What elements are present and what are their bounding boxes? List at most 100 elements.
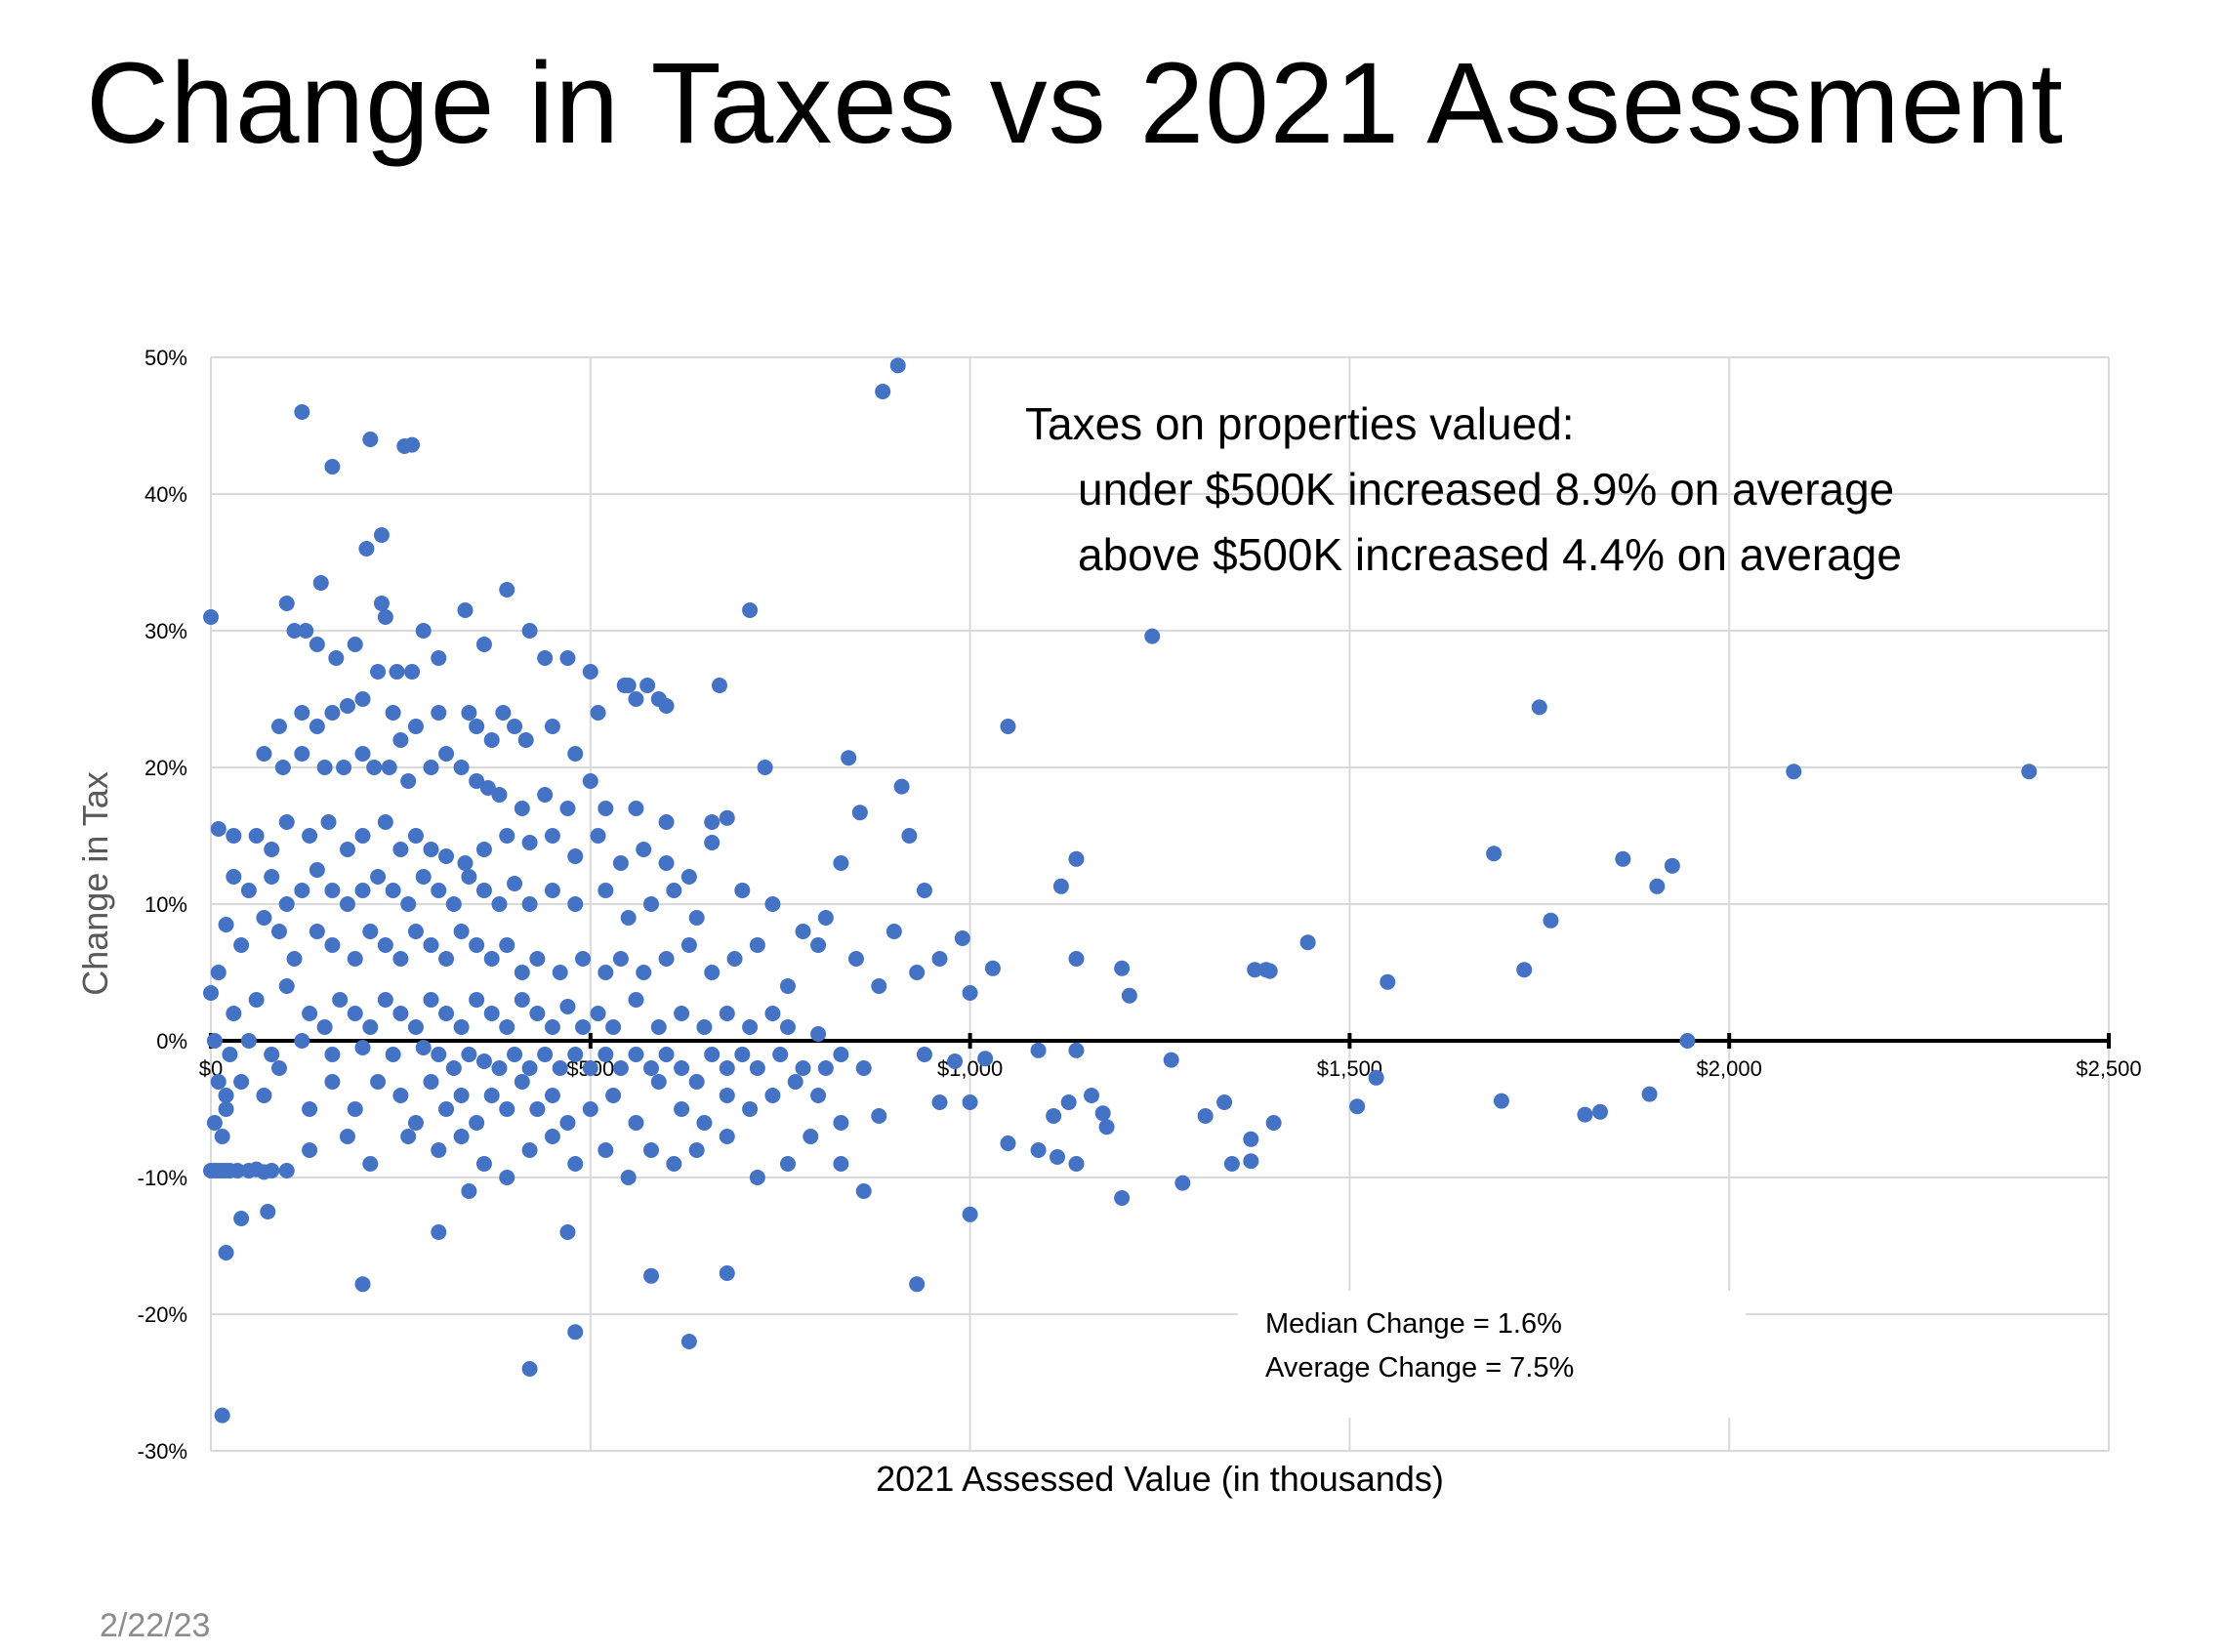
data-point xyxy=(514,1074,530,1090)
data-point xyxy=(658,1047,675,1062)
data-point xyxy=(1144,628,1161,644)
data-point xyxy=(469,937,485,953)
data-point xyxy=(612,951,629,967)
stats-box xyxy=(1238,1291,1746,1418)
data-point xyxy=(1094,1105,1111,1122)
data-point xyxy=(278,596,295,611)
y-tick-label: -10% xyxy=(138,1166,187,1190)
data-point xyxy=(415,869,432,885)
data-point xyxy=(328,650,345,666)
data-point xyxy=(521,835,538,850)
data-point xyxy=(544,1088,560,1103)
data-point xyxy=(499,828,515,844)
data-point xyxy=(734,883,751,898)
data-point xyxy=(226,869,242,885)
data-point xyxy=(286,951,303,967)
data-point xyxy=(636,842,652,857)
data-point xyxy=(203,609,219,625)
axis-ticks: 50%40%30%20%10%0%-10%-20%-30%$0$500$1,00… xyxy=(138,346,2142,1464)
data-point xyxy=(749,1170,765,1185)
data-point xyxy=(628,1047,644,1062)
data-point xyxy=(240,883,257,898)
data-point xyxy=(324,1047,341,1062)
data-point xyxy=(1174,1175,1191,1191)
data-point xyxy=(370,1074,387,1090)
data-point xyxy=(233,1074,250,1090)
y-tick-label: -20% xyxy=(138,1302,187,1327)
data-point xyxy=(431,1142,447,1158)
data-point xyxy=(567,746,584,762)
data-point xyxy=(582,773,598,789)
data-point xyxy=(339,842,355,857)
data-point xyxy=(658,698,675,714)
data-point xyxy=(719,1129,735,1144)
data-point xyxy=(358,541,375,557)
data-point xyxy=(469,1115,485,1131)
data-point xyxy=(483,732,500,748)
data-point xyxy=(787,1074,803,1090)
data-point xyxy=(1299,934,1316,951)
data-point xyxy=(240,1033,257,1049)
data-point xyxy=(521,1142,538,1158)
data-point xyxy=(278,978,295,994)
data-point xyxy=(643,1267,660,1284)
data-point xyxy=(453,1019,470,1035)
data-point xyxy=(214,1129,230,1144)
data-point xyxy=(491,787,508,803)
data-point xyxy=(475,842,492,857)
data-point xyxy=(597,965,614,980)
data-point xyxy=(294,404,310,420)
data-point xyxy=(817,1060,834,1076)
data-point xyxy=(643,1142,660,1158)
data-point xyxy=(1052,878,1069,894)
data-point xyxy=(704,1047,721,1062)
data-point xyxy=(674,1006,690,1021)
data-point xyxy=(309,924,325,939)
data-point xyxy=(658,855,675,871)
data-point xyxy=(354,1276,371,1293)
data-point xyxy=(389,664,405,680)
data-point xyxy=(377,937,393,953)
data-point xyxy=(1641,1086,1658,1102)
data-point xyxy=(658,951,675,967)
data-point xyxy=(385,705,401,721)
data-point xyxy=(529,1006,546,1021)
data-point xyxy=(264,1047,280,1062)
data-point xyxy=(407,1115,424,1131)
data-point xyxy=(1649,878,1666,894)
data-point xyxy=(680,869,697,885)
data-point xyxy=(392,732,409,748)
data-point xyxy=(639,678,656,693)
data-point xyxy=(507,719,523,734)
data-point xyxy=(499,1101,515,1117)
data-point xyxy=(256,1088,272,1103)
x-tick-label: $1,000 xyxy=(937,1056,1003,1081)
data-point xyxy=(650,1074,667,1090)
data-point xyxy=(833,1115,849,1131)
data-point xyxy=(734,1047,751,1062)
data-point xyxy=(316,760,333,775)
data-point xyxy=(302,1101,318,1117)
data-point xyxy=(605,1019,622,1035)
data-point xyxy=(475,1156,492,1172)
data-point xyxy=(226,1006,242,1021)
data-point xyxy=(423,992,439,1008)
data-point xyxy=(507,876,523,891)
data-point xyxy=(423,842,439,857)
data-point xyxy=(210,965,227,980)
data-point xyxy=(339,896,355,912)
data-point xyxy=(764,896,781,912)
data-point xyxy=(719,1006,735,1021)
data-point xyxy=(521,623,538,639)
y-tick-label: 10% xyxy=(144,892,187,917)
data-point xyxy=(984,960,1001,976)
data-point xyxy=(324,1074,341,1090)
data-point xyxy=(674,1101,690,1117)
data-point xyxy=(260,1204,276,1219)
data-point xyxy=(764,1006,781,1021)
y-axis-title: Change in Tax xyxy=(75,771,115,996)
data-point xyxy=(521,1060,538,1076)
data-point xyxy=(1223,1156,1240,1172)
x-tick-label: $2,500 xyxy=(2076,1056,2141,1081)
